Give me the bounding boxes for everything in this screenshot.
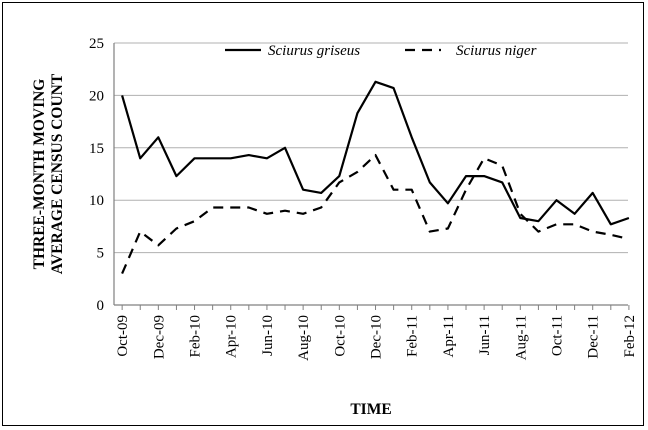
x-tick-label: Aug-10 <box>296 315 312 361</box>
x-tick-label: Dec-11 <box>586 315 602 359</box>
y-axis-title: THREE-MONTH MOVING AVERAGE CENSUS COUNT <box>31 73 66 274</box>
x-tick-label: Dec-09 <box>151 315 167 359</box>
y-axis-title-line: AVERAGE CENSUS COUNT <box>49 73 66 274</box>
x-tick-label: Oct-10 <box>332 315 348 357</box>
x-tick-label: Apr-11 <box>441 315 457 357</box>
x-tick-label: Feb-10 <box>188 315 204 358</box>
x-tick-label: Oct-11 <box>550 315 566 356</box>
gridlines <box>114 42 628 254</box>
series-line-1 <box>121 80 630 226</box>
y-tick-label: 10 <box>89 193 104 209</box>
y-tick-label: 20 <box>89 88 104 104</box>
x-tick-labels: Oct-09 Dec-09 Feb-10 Apr-10 Jun-10 Aug-10 Oct-… <box>115 315 638 361</box>
series-lines <box>121 80 630 275</box>
x-tick-label: Dec-10 <box>369 315 385 359</box>
y-tick-label: 5 <box>97 246 105 262</box>
legend-label: Sciurus niger <box>456 43 537 59</box>
y-axis-title-line: THREE-MONTH MOVING <box>31 79 48 270</box>
axes <box>113 43 630 310</box>
legend-label: Sciurus griseus <box>268 43 360 59</box>
x-tick-label: Aug-11 <box>513 315 529 360</box>
x-tick-label: Feb-11 <box>405 315 421 357</box>
x-tick-label: Apr-10 <box>224 315 240 358</box>
x-tick-label: Oct-09 <box>115 315 131 357</box>
series-line-2 <box>121 154 630 275</box>
x-tick-label: Jun-11 <box>477 315 493 355</box>
x-tick-label: Jun-10 <box>260 315 276 356</box>
legend: Sciurus griseus Sciurus niger <box>225 43 537 59</box>
y-tick-label: 25 <box>89 36 104 52</box>
y-tick-label: 0 <box>97 298 105 314</box>
x-tick-label: Feb-12 <box>622 315 638 358</box>
y-tick-label: 15 <box>89 141 104 157</box>
y-tick-labels: 0 5 10 15 20 25 <box>89 36 104 314</box>
x-axis-title: TIME <box>350 401 391 418</box>
chart-frame <box>2 2 644 426</box>
